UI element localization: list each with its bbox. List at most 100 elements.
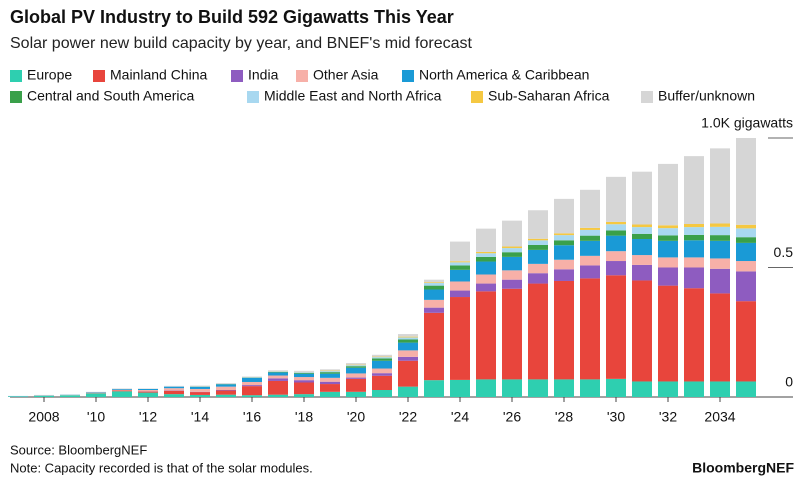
x-tick-label: '22 — [399, 409, 417, 425]
bar-segment — [60, 395, 80, 397]
bar-segment — [190, 388, 210, 392]
bar-segment — [684, 381, 704, 397]
bar-segment — [502, 248, 522, 253]
x-tick-label: '10 — [87, 409, 105, 425]
legend-swatch — [471, 91, 483, 103]
bar-segment — [372, 360, 392, 369]
bar-segment — [138, 390, 158, 392]
bar-segment — [346, 391, 366, 397]
bar-segment — [658, 267, 678, 286]
bar-segment — [450, 379, 470, 397]
bar-segment — [424, 307, 444, 313]
legend-label: Other Asia — [313, 67, 379, 83]
bar-segment — [554, 379, 574, 397]
bar-segment — [632, 381, 652, 397]
bar-segment — [164, 388, 184, 391]
bar-segment — [580, 240, 600, 256]
bar-segment — [268, 370, 288, 372]
bar-segment — [502, 379, 522, 397]
bar-segment — [294, 373, 314, 378]
bar-segment — [528, 273, 548, 284]
bar-segment — [554, 198, 574, 234]
x-tick-label: '14 — [191, 409, 209, 425]
bar-segment — [138, 391, 158, 393]
bar-segment — [372, 356, 392, 358]
bar-segment — [138, 388, 158, 391]
bar-segment — [294, 380, 314, 383]
bar-segment — [216, 390, 236, 391]
bar-segment — [684, 156, 704, 224]
bar-segment — [554, 259, 574, 270]
note: Note: Capacity recorded is that of the s… — [10, 460, 313, 475]
bar-segment — [606, 275, 626, 379]
bar-segment — [450, 297, 470, 380]
bar-segment — [658, 225, 678, 229]
bar-segment — [138, 388, 158, 389]
legend-swatch — [296, 70, 308, 82]
bar-segment — [710, 240, 730, 259]
bar-segment — [216, 394, 236, 397]
bar-segment — [476, 228, 496, 252]
legend-swatch — [402, 70, 414, 82]
bar-segment — [294, 377, 314, 381]
bar-segment — [112, 390, 132, 392]
bar-segment — [658, 257, 678, 268]
source: Source: BloombergNEF — [10, 442, 147, 457]
bar-segment — [268, 372, 288, 376]
bar-segment — [632, 280, 652, 382]
bar-segment — [424, 279, 444, 283]
bar-segment — [736, 224, 756, 229]
bar-segment — [320, 381, 340, 385]
bar-segment — [8, 396, 28, 397]
bar-segment — [502, 256, 522, 271]
bar-segment — [450, 261, 470, 263]
bar-segment — [372, 390, 392, 397]
bar-segment — [710, 148, 730, 224]
bar-segment — [346, 365, 366, 367]
bar-segment — [320, 369, 340, 371]
bar-segment — [736, 138, 756, 225]
x-tick-label: '30 — [607, 409, 625, 425]
bar-segment — [502, 220, 522, 247]
legend-swatch — [10, 91, 22, 103]
bar-segment — [86, 392, 106, 393]
bar-segment — [502, 279, 522, 289]
bar-segment — [398, 336, 418, 338]
bar-segment — [398, 334, 418, 337]
bar-segment — [190, 385, 210, 387]
legend-swatch — [10, 70, 22, 82]
legend-label: India — [248, 67, 279, 83]
bar-segment — [372, 373, 392, 376]
bar-segment — [372, 368, 392, 374]
x-tick-label: '16 — [243, 409, 261, 425]
bar-segment — [346, 366, 366, 368]
bar-segment — [528, 210, 548, 239]
bar-segment — [476, 251, 496, 254]
x-tick-label: '28 — [555, 409, 573, 425]
legend-swatch — [93, 70, 105, 82]
bar-segment — [320, 370, 340, 372]
bar-segment — [554, 233, 574, 236]
bar-segment — [736, 301, 756, 382]
x-tick-label: '32 — [659, 409, 677, 425]
bar-segment — [684, 227, 704, 235]
chart-subtitle: Solar power new build capacity by year, … — [10, 35, 472, 52]
bar-segment — [684, 234, 704, 241]
x-tick-label: 2034 — [704, 409, 735, 425]
bar-segment — [424, 283, 444, 286]
bar-segment — [242, 385, 262, 387]
bar-segment — [112, 388, 132, 390]
bar-segment — [658, 228, 678, 236]
bar-segment — [320, 373, 340, 378]
bar-segment — [294, 370, 314, 372]
x-tick-label: 2008 — [28, 409, 59, 425]
bar-segment — [372, 357, 392, 359]
bar-segment — [320, 372, 340, 374]
bar-segment — [112, 391, 132, 397]
bar-segment — [242, 386, 262, 396]
bar-segment — [216, 384, 236, 387]
bar-segment — [450, 262, 470, 266]
legend-label: Europe — [27, 67, 72, 83]
bar-segment — [242, 395, 262, 397]
